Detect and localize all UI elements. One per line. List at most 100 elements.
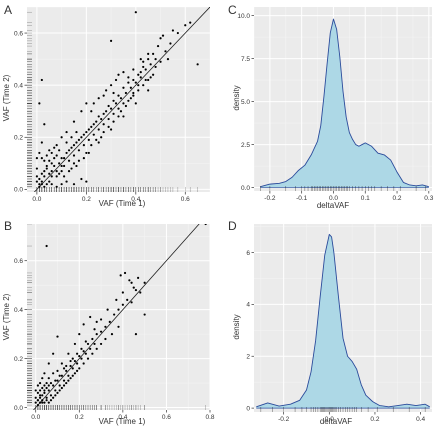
data-point — [41, 401, 44, 404]
data-point — [137, 84, 140, 87]
data-point — [38, 183, 41, 186]
data-point — [124, 104, 128, 108]
data-point — [84, 340, 87, 343]
y-tick-label: 7.5 — [241, 56, 250, 63]
data-point — [95, 347, 98, 350]
data-point — [95, 120, 98, 123]
data-point — [41, 399, 44, 402]
data-point — [65, 151, 68, 155]
data-point — [58, 162, 61, 165]
data-point — [78, 355, 81, 358]
data-point — [43, 175, 46, 178]
data-point — [45, 381, 48, 385]
data-point — [134, 333, 138, 336]
density-area-d — [256, 234, 430, 409]
data-point — [122, 115, 125, 118]
scatter-plot-b: 0.0 0.2 0.4 0.6 0.8 0.0 0.2 0.4 0.6 — [14, 224, 215, 421]
data-point — [99, 318, 103, 321]
data-point — [40, 78, 43, 82]
data-point — [54, 394, 57, 397]
panel-b: B 0.0 0.2 0.4 0.6 0.8 0.0 0.2 0.4 0.6 VAF (Time … — [2, 219, 215, 426]
density-plot-d: -0.2 0.0 0.2 0.4 0 2 4 6 — [246, 224, 432, 423]
data-point — [67, 170, 71, 173]
panel-letter-b: B — [4, 219, 12, 233]
data-point — [70, 136, 73, 139]
data-point — [132, 91, 135, 95]
data-point — [72, 154, 76, 157]
data-point — [53, 157, 56, 160]
data-point — [67, 352, 70, 355]
data-point — [80, 347, 83, 350]
x-axis-title-d: deltaVAF — [320, 417, 352, 426]
data-point — [80, 136, 83, 139]
data-point — [65, 141, 68, 144]
data-point — [65, 381, 68, 385]
data-point — [72, 120, 76, 123]
data-point — [47, 384, 50, 387]
x-tick-label: 0.4 — [416, 416, 425, 423]
data-point — [127, 81, 130, 84]
data-point — [38, 151, 41, 155]
data-point — [132, 94, 135, 97]
data-point — [91, 337, 94, 341]
data-point — [137, 89, 140, 92]
data-point — [105, 110, 108, 113]
data-point — [41, 394, 44, 397]
y-tick-label: 0.2 — [14, 135, 23, 142]
data-point — [77, 138, 81, 141]
data-point — [41, 386, 44, 390]
data-point — [73, 372, 77, 375]
x-tick-label: 0.2 — [82, 196, 91, 203]
x-tick-label: 0.6 — [181, 196, 190, 203]
data-point — [139, 291, 142, 294]
data-point — [176, 31, 179, 35]
data-point — [124, 91, 128, 95]
data-point — [50, 162, 53, 165]
data-point — [100, 117, 103, 121]
data-point — [56, 391, 59, 394]
data-point — [115, 298, 118, 301]
data-point — [55, 170, 58, 173]
data-point — [58, 384, 61, 387]
density-area-c — [260, 19, 429, 188]
data-point — [142, 65, 145, 69]
data-point — [134, 102, 137, 105]
data-point — [72, 143, 76, 147]
data-point — [121, 303, 124, 306]
grid-a — [27, 7, 210, 192]
data-point — [48, 172, 51, 175]
data-point — [132, 68, 135, 71]
data-point — [204, 224, 207, 226]
data-point — [55, 175, 58, 178]
data-point — [139, 76, 142, 79]
data-point — [67, 149, 71, 152]
x-tick-label: 0.4 — [131, 196, 140, 203]
data-point — [38, 381, 42, 385]
data-point — [43, 391, 46, 394]
data-point — [45, 399, 48, 402]
x-tick-label: -0.2 — [264, 195, 276, 202]
data-point — [87, 128, 90, 131]
data-point — [58, 149, 61, 152]
data-point — [132, 286, 135, 289]
data-point — [107, 125, 110, 128]
data-point — [134, 288, 138, 292]
data-point — [134, 11, 137, 14]
data-point — [137, 73, 140, 76]
y-tick-label: 2.5 — [241, 142, 250, 149]
data-point — [80, 177, 83, 181]
data-point — [70, 167, 73, 170]
density-plot-c: -0.2 -0.1 0.0 0.1 0.2 0.3 0.0 2.5 5.0 7.5 10.0 — [237, 7, 434, 202]
data-point — [130, 281, 133, 284]
data-point — [117, 107, 120, 110]
density-curve-c — [260, 18, 429, 188]
data-point — [85, 102, 88, 105]
data-point — [108, 320, 111, 323]
y-tick-label: 0.4 — [14, 307, 23, 314]
x-tick-label: 0.0 — [329, 195, 338, 202]
data-point — [34, 401, 37, 404]
data-point — [109, 39, 113, 42]
data-point — [137, 276, 140, 279]
data-point — [82, 143, 85, 147]
data-point — [112, 91, 115, 95]
